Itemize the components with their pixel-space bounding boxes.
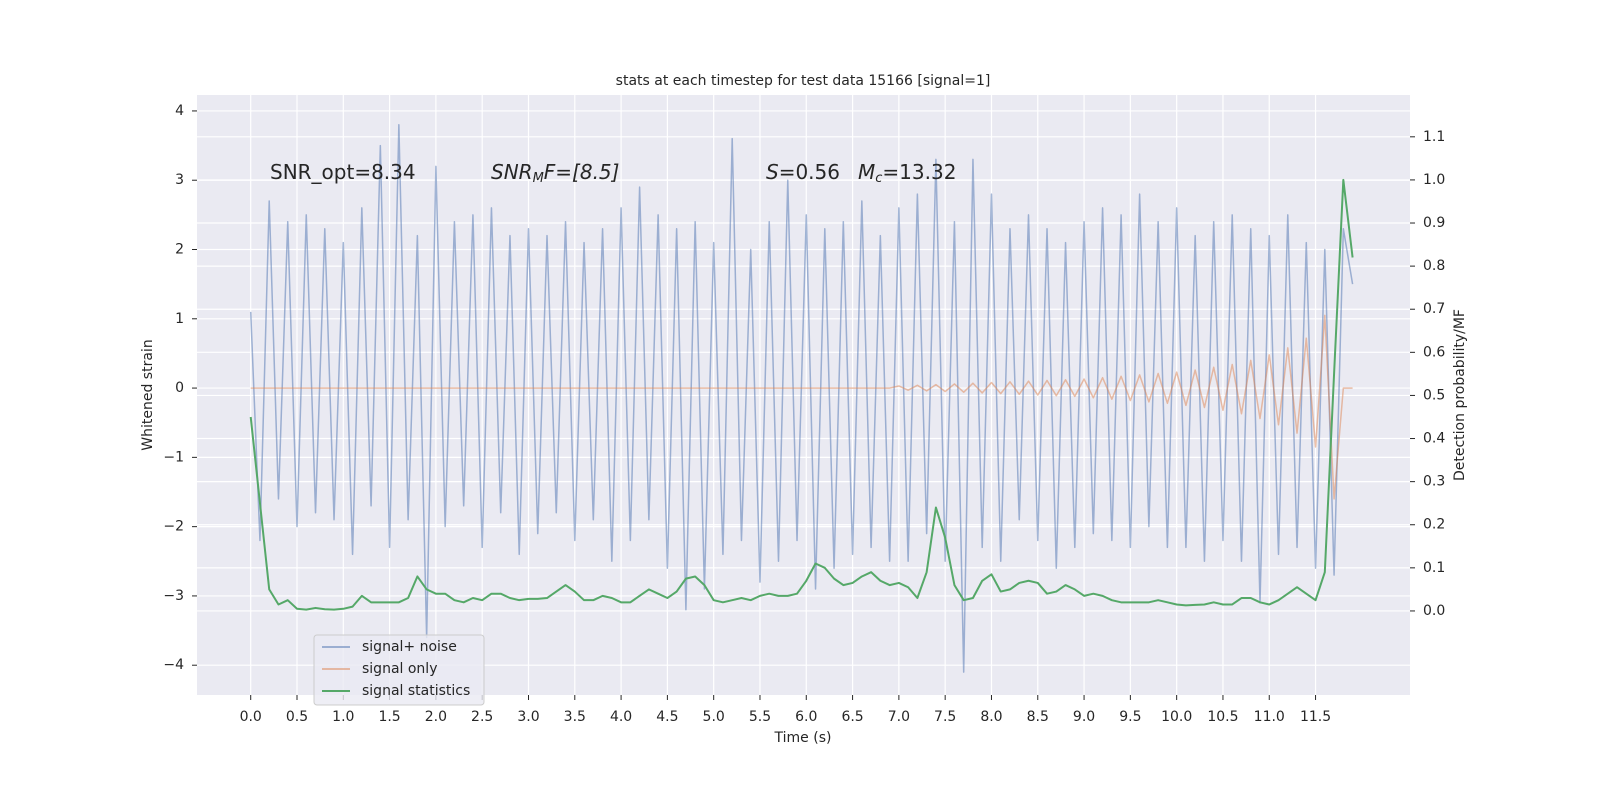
- y2-tick-label: 0.7: [1423, 301, 1445, 317]
- chart-title: stats at each timestep for test data 151…: [616, 73, 991, 89]
- x-tick-label: 6.5: [841, 709, 863, 725]
- annotation-text: M: [858, 160, 875, 184]
- x-tick-label: 2.0: [425, 709, 447, 725]
- y2-tick-label: 0.2: [1423, 517, 1445, 533]
- y2-tick-label: 0.0: [1423, 603, 1445, 619]
- series-line: [249, 124, 1354, 673]
- x-tick-label: 8.5: [1027, 709, 1049, 725]
- y-tick-label: 0: [175, 380, 184, 396]
- x-tick-label: 11.5: [1300, 709, 1331, 725]
- x-tick-label: 5.0: [703, 709, 725, 725]
- y2-tick-label: 0.9: [1423, 215, 1445, 231]
- marks: [249, 124, 1354, 673]
- y2-tick-label: 0.6: [1423, 344, 1445, 360]
- y-tick-label: −2: [163, 519, 184, 535]
- x-tick-label: 3.0: [517, 709, 539, 725]
- y-tick-label: 3: [175, 172, 184, 188]
- x-tick-label: 1.5: [378, 709, 400, 725]
- series-line: [250, 314, 1353, 500]
- x-tick-label: 4.5: [656, 709, 678, 725]
- x-tick-label: 10.5: [1207, 709, 1238, 725]
- y2-tick-label: 0.4: [1423, 431, 1445, 447]
- y2-tick-label: 1.1: [1423, 129, 1445, 145]
- x-tick-label: 5.5: [749, 709, 771, 725]
- y2-tick-label: 1.0: [1423, 172, 1445, 188]
- x-tick-label: 11.0: [1254, 709, 1285, 725]
- annotation-sub: c: [875, 171, 882, 186]
- grid: [197, 95, 1410, 695]
- annotation-text: S: [766, 160, 779, 184]
- overlay: [192, 110, 1415, 700]
- y2-axis-label: Detection probability/MF: [1452, 309, 1468, 481]
- legend-box: [313, 634, 485, 706]
- legend-label: signal statistics: [362, 683, 470, 699]
- x-tick-label: 3.5: [564, 709, 586, 725]
- y-tick-label: 4: [175, 103, 184, 119]
- y-tick-label: 1: [175, 311, 184, 327]
- annotation: Mc=13.32: [858, 160, 956, 186]
- annotation-sub: M: [533, 171, 544, 186]
- y-tick-label: −3: [163, 588, 184, 604]
- x-tick-label: 2.5: [471, 709, 493, 725]
- x-tick-label: 9.0: [1073, 709, 1095, 725]
- annotation: S=0.56: [766, 160, 840, 184]
- x-tick-label: 6.0: [795, 709, 817, 725]
- annotation-text: =13.32: [882, 160, 956, 184]
- x-tick-label: 8.0: [980, 709, 1002, 725]
- annotation-text: SNR_opt=8.34: [270, 160, 416, 184]
- x-tick-label: 7.0: [888, 709, 910, 725]
- annotation: SNRMF=[8.5]: [491, 160, 619, 186]
- legend-label: signal+ noise: [362, 639, 457, 655]
- y-tick-label: 2: [175, 242, 184, 258]
- y2-tick-label: 0.1: [1423, 560, 1445, 576]
- y2-tick-label: 0.5: [1423, 387, 1445, 403]
- legend-label: signal only: [362, 661, 437, 677]
- annotation: SNR_opt=8.34: [270, 160, 416, 184]
- annotation-text: F=[8.5]: [544, 160, 620, 184]
- y-tick-label: −4: [163, 657, 184, 673]
- x-tick-label: 0.5: [286, 709, 308, 725]
- x-tick-label: 7.5: [934, 709, 956, 725]
- x-tick-label: 9.5: [1119, 709, 1141, 725]
- annotation-text: =0.56: [779, 160, 840, 184]
- x-tick-label: 0.0: [240, 709, 262, 725]
- annotation-text: SNR: [491, 160, 533, 184]
- y-axis-label: Whitened strain: [140, 339, 156, 450]
- x-axis-label: Time (s): [774, 730, 832, 746]
- y-tick-label: −1: [163, 449, 184, 465]
- series-line: [249, 178, 1354, 611]
- x-tick-label: 1.0: [332, 709, 354, 725]
- y2-tick-label: 0.8: [1423, 258, 1445, 274]
- legend: signal+ noise signal only signal statistic…: [313, 634, 485, 706]
- x-tick-label: 4.0: [610, 709, 632, 725]
- y2-tick-label: 0.3: [1423, 474, 1445, 490]
- x-tick-label: 10.0: [1161, 709, 1192, 725]
